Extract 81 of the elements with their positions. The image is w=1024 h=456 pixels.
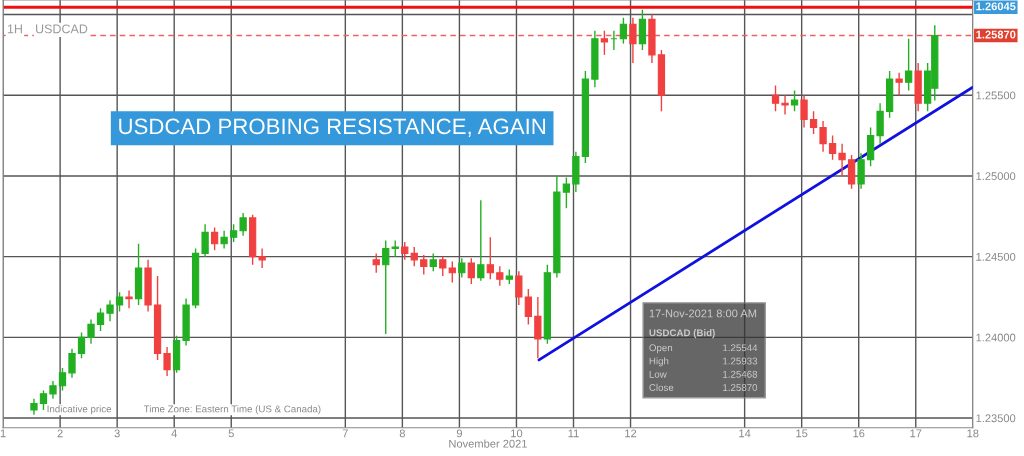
candlestick (800, 94, 808, 129)
candlestick (87, 318, 95, 345)
candlestick (68, 347, 76, 379)
candlestick (781, 94, 789, 116)
annotation: 1.25544 (723, 344, 758, 352)
x-tick-label: 17 (910, 429, 922, 438)
candlestick (382, 239, 390, 335)
candlestick (258, 247, 266, 269)
annotation: USDCAD (36, 24, 88, 34)
candlestick (448, 260, 456, 284)
candlestick (96, 307, 105, 332)
x-tick-label: 3 (114, 429, 120, 438)
x-tick-label: 1 (0, 429, 6, 438)
x-tick-label: 14 (739, 429, 751, 438)
candlestick (809, 110, 818, 135)
candlestick (477, 199, 485, 282)
x-axis-title: November 2021 (449, 439, 527, 448)
y-tick-label: 1.23500 (976, 414, 1016, 423)
annotation: 1.25870 (723, 384, 758, 391)
x-tick-label: 8 (399, 429, 405, 438)
annotation: High (649, 357, 669, 367)
candlestick (619, 17, 628, 45)
annotation: 17-Nov-2021 8:00 AM (649, 309, 757, 318)
candlestick (904, 38, 913, 92)
x-tick-label: 11 (568, 429, 579, 438)
x-tick-label: 18 (967, 429, 979, 438)
annotation: 1.25468 (723, 370, 758, 378)
candlestick (838, 142, 846, 177)
candlestick (239, 212, 247, 237)
candlestick (496, 265, 504, 287)
annotation: 1H (7, 24, 22, 34)
candlestick (210, 226, 219, 251)
y-tick-label: 1.24500 (976, 252, 1016, 261)
x-tick-label: 16 (853, 429, 865, 438)
candlestick (771, 84, 780, 113)
candlestick (77, 331, 86, 360)
annotation: Close (649, 383, 674, 391)
candlestick (524, 288, 532, 326)
text: USDCAD PROBING RESISTANCE, AGAIN (119, 118, 545, 137)
candlestick (410, 246, 418, 268)
candlestick (458, 257, 466, 279)
ref-line-label: 1.26045 (976, 2, 1016, 11)
candlestick (420, 254, 428, 276)
x-tick-label: 9 (456, 429, 462, 438)
candlestick (467, 257, 475, 285)
candlestick (486, 236, 494, 280)
candlestick (372, 252, 380, 274)
candlestick (125, 289, 133, 309)
y-tick-label: 1.24000 (976, 333, 1016, 342)
annotation: USDCAD (Bid) (649, 329, 715, 339)
annotation: 1.25933 (723, 357, 758, 365)
candlestick (790, 89, 799, 113)
candlestick (600, 29, 609, 56)
x-tick-label: 2 (57, 429, 63, 438)
x-tick-label: 4 (171, 429, 177, 438)
annotation: Indicative price (47, 405, 112, 415)
candlestick (39, 389, 48, 411)
candlestick (439, 255, 447, 277)
candlestick (58, 367, 67, 392)
candlestick (828, 134, 837, 161)
x-tick-label: 5 (228, 429, 234, 438)
candlestick (163, 346, 171, 377)
x-tick-label: 12 (625, 429, 637, 438)
y-tick-label: 1.25500 (976, 91, 1016, 100)
annotation: Open (649, 344, 673, 354)
annotation: Low (649, 370, 667, 378)
y-tick-label: 1.25000 (976, 172, 1016, 181)
x-tick-label: 15 (796, 429, 808, 438)
x-tick-label: 7 (342, 429, 348, 438)
candlestick (515, 270, 523, 306)
candlestick (819, 120, 827, 153)
x-tick-label: 10 (511, 429, 523, 438)
candlestick (895, 71, 903, 96)
candlestick (629, 17, 637, 64)
candlestick (562, 176, 571, 209)
annotation: Time Zone: Eastern Time (US & Canada) (143, 405, 321, 415)
ref-line-label: 1.25870 (976, 30, 1016, 39)
candlestick (106, 299, 114, 322)
candlestick (115, 291, 124, 313)
candlestick (201, 223, 209, 258)
candlestick (534, 296, 542, 360)
